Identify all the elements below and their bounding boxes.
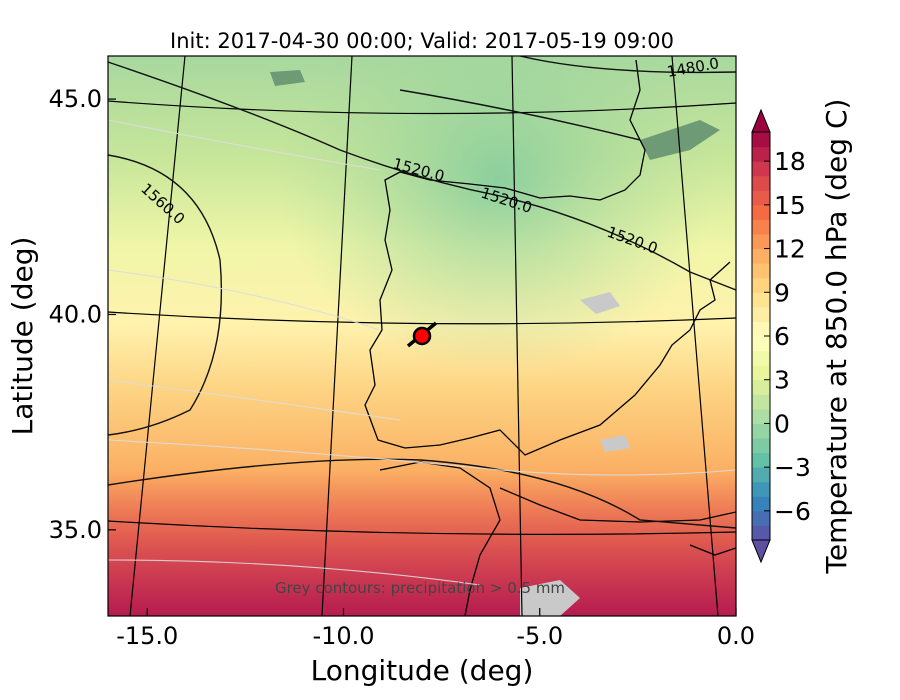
- x-tick-label: -5.0: [516, 622, 563, 650]
- y-tick-label: 35.0: [49, 516, 102, 544]
- colorbar-segment: [752, 467, 770, 483]
- colorbar-max-extend: [751, 108, 771, 133]
- precipitation-patches: [270, 70, 720, 616]
- x-tick-label: -10.0: [312, 622, 374, 650]
- x-axis-ticks: -15.0 -10.0 -5.0 0.0: [116, 608, 755, 650]
- colorbar-segment: [752, 248, 770, 264]
- colorbar-segment: [752, 510, 770, 526]
- colorbar-tick-label: 6: [774, 322, 790, 351]
- colorbar-segment: [752, 394, 770, 410]
- x-axis-label: Longitude (deg): [311, 654, 534, 687]
- colorbar-segment: [752, 132, 770, 148]
- colorbar-tick-label: −3: [774, 453, 811, 482]
- plot-area: [108, 56, 736, 616]
- coastline: [364, 59, 731, 456]
- africa-coast-east: [689, 544, 736, 556]
- y-axis-label: Latitude (deg): [6, 237, 39, 436]
- colorbar-segment: [752, 146, 770, 162]
- colorbar-segment: [752, 525, 770, 541]
- colorbar-segment: [752, 292, 770, 308]
- colorbar-segment: [752, 379, 770, 395]
- meridian-5: [511, 56, 523, 616]
- colorbar-segment: [752, 481, 770, 497]
- colorbar-segment: [752, 336, 770, 352]
- colorbar-segment: [752, 190, 770, 206]
- colorbar-tick-label: 3: [774, 366, 790, 395]
- colorbar-label: Temperature at 850.0 hPa (deg C): [820, 99, 853, 575]
- colorbar-tick-label: 18: [774, 147, 806, 176]
- colorbar-segment: [752, 234, 770, 250]
- parallel-45: [108, 100, 736, 115]
- colorbar-segment: [752, 350, 770, 366]
- colorbar-segment: [752, 161, 770, 177]
- colorbar-tick-label: 9: [774, 278, 790, 307]
- colorbar-segment: [752, 496, 770, 512]
- colorbar-tick-label: 12: [774, 235, 806, 264]
- contour-1520-b: [399, 89, 641, 141]
- geopotential-contours: [108, 56, 736, 529]
- chart-title: Init: 2017-04-30 00:00; Valid: 2017-05-1…: [170, 29, 674, 53]
- colorbar-segment: [752, 219, 770, 235]
- meridian-0: [671, 56, 719, 616]
- isotherm-lines: [108, 119, 736, 586]
- precip-annotation: Grey contours: precipitation > 0.5 mm: [275, 579, 565, 597]
- colorbar-segment: [752, 306, 770, 322]
- colorbar-segment: [752, 365, 770, 381]
- meridian-10: [321, 56, 353, 616]
- x-tick-label: -15.0: [116, 622, 178, 650]
- location-marker: [406, 321, 438, 348]
- colorbar-segment: [752, 277, 770, 293]
- colorbar-segment: [752, 204, 770, 220]
- colorbar-min-extend: [751, 539, 771, 564]
- marker-dot: [412, 326, 432, 346]
- colorbar-segment: [752, 408, 770, 424]
- colorbar-tick-label: 15: [774, 191, 806, 220]
- colorbar-segment: [752, 438, 770, 454]
- colorbar-segment: [752, 452, 770, 468]
- y-tick-label: 45.0: [49, 85, 102, 113]
- x-tick-label: 0.0: [717, 622, 755, 650]
- contour-1560: [108, 154, 223, 436]
- y-tick-label: 40.0: [49, 300, 102, 328]
- colorbar-segment: [752, 423, 770, 439]
- contour-south: [108, 458, 736, 529]
- colorbar-segment: [752, 263, 770, 279]
- contour-1520-a: [108, 61, 736, 291]
- colorbar: −6 −3 0 3 6 9 12 15 18: [751, 108, 811, 564]
- hot-region-south: [108, 470, 736, 616]
- parallel-35: [108, 520, 736, 535]
- y-axis-ticks: 35.0 40.0 45.0: [49, 85, 116, 544]
- colorbar-segment: [752, 321, 770, 337]
- colorbar-segment: [752, 175, 770, 191]
- graticule: [108, 56, 736, 616]
- parallel-40: [108, 311, 736, 325]
- colorbar-tick-label: −6: [774, 497, 811, 526]
- plot-frame: [107, 55, 737, 617]
- contour-1480: [519, 56, 736, 74]
- colorbar-tick-label: 0: [774, 409, 790, 438]
